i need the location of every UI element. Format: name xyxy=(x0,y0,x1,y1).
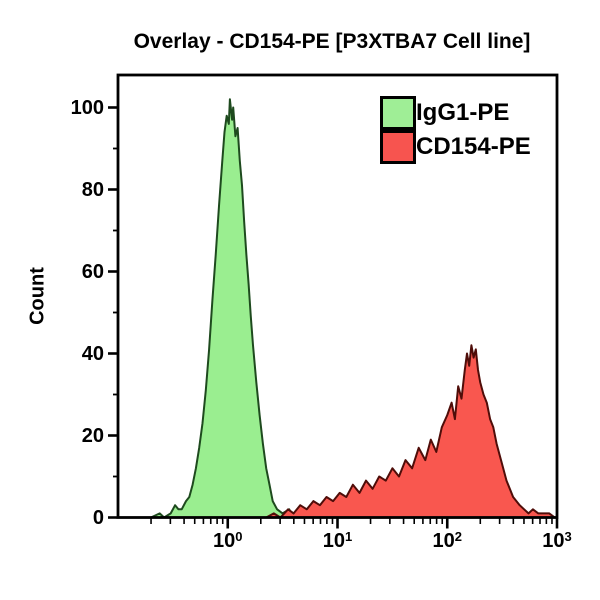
legend-label-igg1: IgG1-PE xyxy=(416,99,510,126)
legend-item-igg1: IgG1-PE xyxy=(380,95,531,130)
y-tick-label-60: 60 xyxy=(81,260,104,283)
y-tick-label-0: 0 xyxy=(92,506,104,529)
CD154-PE-outline xyxy=(265,344,556,519)
legend: IgG1-PE CD154-PE xyxy=(380,95,531,164)
chart-title: Overlay - CD154-PE [P3XTBA7 Cell line] xyxy=(133,30,531,53)
y-tick-label-20: 20 xyxy=(81,424,104,447)
x-tick-label-10e1: 101 xyxy=(322,529,353,552)
legend-swatch-cd154 xyxy=(380,129,416,164)
plot-frame xyxy=(116,73,559,519)
x-tick-label-10e0: 100 xyxy=(213,529,243,552)
x-tick-label-10e2: 102 xyxy=(432,529,462,552)
y-tick-label-100: 100 xyxy=(70,96,104,119)
IgG1-PE-outline xyxy=(150,98,308,519)
legend-item-cd154: CD154-PE xyxy=(380,129,531,164)
y-tick-label-80: 80 xyxy=(81,178,104,201)
CD154-PE-histogram xyxy=(266,345,555,518)
legend-swatch-igg1 xyxy=(380,95,416,130)
x-tick-label-10e3: 103 xyxy=(542,529,572,552)
IgG1-PE-histogram xyxy=(150,99,307,518)
legend-label-cd154: CD154-PE xyxy=(416,133,531,160)
y-tick-label-40: 40 xyxy=(81,342,104,365)
